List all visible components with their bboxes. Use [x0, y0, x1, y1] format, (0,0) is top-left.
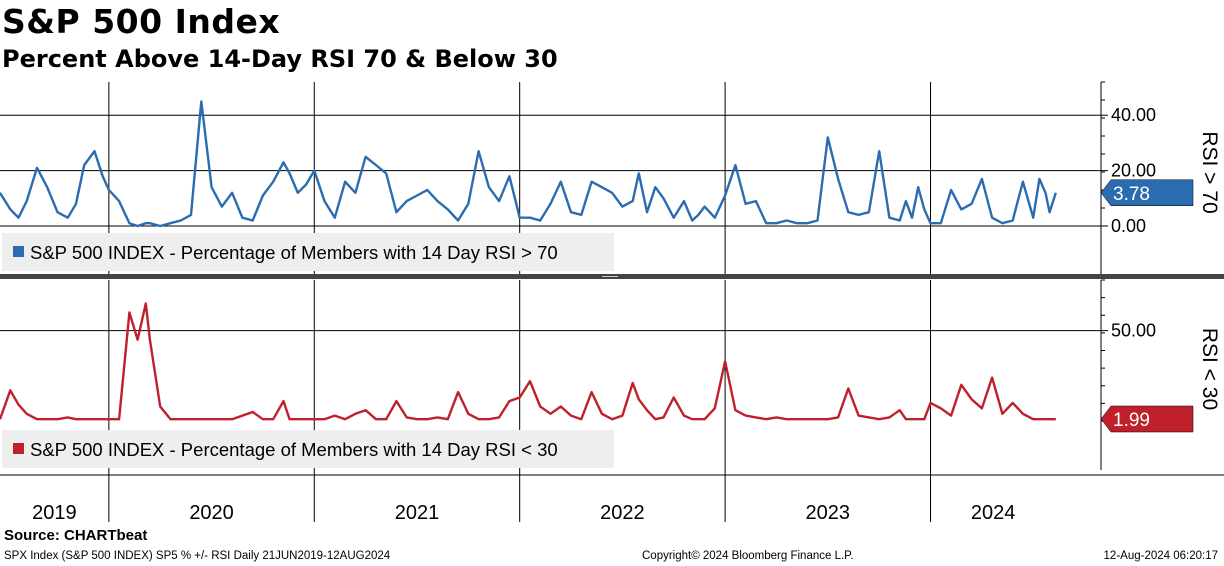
top-legend-label: S&P 500 INDEX - Percentage of Members wi…: [30, 242, 558, 263]
top-legend-box: [2, 233, 614, 271]
x-year-label: 2023: [806, 502, 851, 524]
chart-subtitle: Percent Above 14-Day RSI 70 & Below 30: [2, 45, 558, 73]
x-axis: 2019 2020 2021 2022 2023 2024: [0, 274, 1224, 524]
bottom-legend-box: [2, 430, 614, 468]
bottom-last-value-label: 1.99: [1113, 410, 1150, 431]
top-ytick-label: 20.00: [1111, 161, 1156, 181]
x-year-label: 2021: [395, 502, 440, 524]
x-year-label: 2022: [600, 502, 645, 524]
bottom-panel: 50.00 1.99 RSI < 30 S&P 500 INDEX - Percent…: [0, 279, 1221, 470]
top-axis-title: RSI > 70: [1198, 131, 1221, 213]
top-ytick-label: 0.00: [1111, 216, 1146, 236]
top-last-value-tag: [1100, 179, 1194, 207]
footer-ticker-info: SPX Index (S&P 500 INDEX) SP5 % +/- RSI …: [4, 550, 391, 562]
x-year-label: 2020: [189, 502, 234, 524]
bottom-series-line: [0, 302, 1056, 421]
footer-copyright: Copyright© 2024 Bloomberg Finance L.P.: [642, 550, 854, 562]
top-ytick-label: 40.00: [1111, 105, 1156, 125]
top-series-line: [0, 100, 1057, 228]
bottom-ytick-label: 50.00: [1111, 321, 1156, 341]
top-legend-swatch: [13, 246, 24, 257]
bottom-last-value-tag: [1100, 405, 1194, 433]
panel-divider-grip[interactable]: [602, 276, 618, 277]
source-note: Source: CHARTbeat: [4, 527, 148, 544]
bottom-legend-label: S&P 500 INDEX - Percentage of Members wi…: [30, 439, 558, 460]
bottom-legend-swatch: [13, 443, 24, 454]
top-panel: 0.00 20.00 40.00 3.78 RSI > 70 S&P 500 INDEX …: [0, 81, 1221, 275]
bottom-axis-title: RSI < 30: [1198, 328, 1221, 410]
x-year-label: 2019: [32, 502, 77, 524]
chart-title: S&P 500 Index: [2, 2, 281, 41]
x-year-label: 2024: [971, 502, 1016, 524]
footer-timestamp: 12-Aug-2024 06:20:17: [1103, 550, 1218, 562]
top-last-value-label: 3.78: [1113, 184, 1150, 205]
